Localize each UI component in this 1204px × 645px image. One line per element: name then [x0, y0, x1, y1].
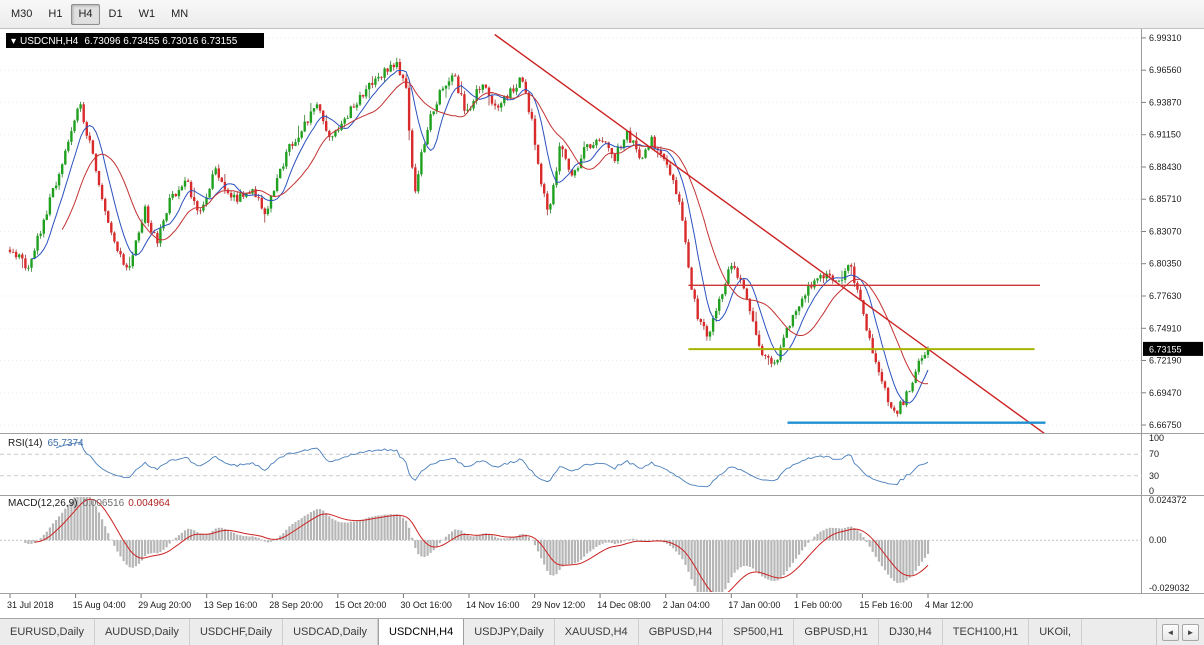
- tabs-nav: ◄ ►: [1156, 619, 1204, 645]
- rsi-line: [55, 442, 929, 488]
- price-axis-label: 6.88430: [1149, 162, 1182, 172]
- macd-axis-label: 0.024372: [1149, 495, 1187, 505]
- macd-main-value: 0.006516: [82, 498, 124, 509]
- chart-title-box: [6, 33, 264, 48]
- time-axis-label: 13 Sep 16:00: [204, 600, 258, 610]
- rsi-value: 65.7374: [47, 438, 84, 449]
- symbol-tab-xauusd-h4[interactable]: XAUUSD,H4: [555, 619, 639, 645]
- macd-signal-line: [34, 498, 929, 592]
- macd-name: MACD(12,26,9): [8, 498, 77, 509]
- rsi-axis-label: 100: [1149, 433, 1164, 443]
- timeframe-button-d1[interactable]: D1: [102, 4, 130, 25]
- time-axis-label: 14 Dec 08:00: [597, 600, 651, 610]
- tabs-scroll-right-button[interactable]: ►: [1182, 623, 1199, 641]
- time-axis-label: 14 Nov 16:00: [466, 600, 520, 610]
- macd-axis-label: -0.029032: [1149, 583, 1190, 593]
- macd-label: MACD(12,26,9) 0.006516 0.004964: [8, 498, 170, 509]
- timeframe-button-mn[interactable]: MN: [164, 4, 195, 25]
- symbol-tab-usdcad-daily[interactable]: USDCAD,Daily: [283, 619, 379, 645]
- current-price-badge: [1143, 341, 1203, 356]
- current-price-text: 6.73155: [1149, 344, 1182, 354]
- price-axis-label: 6.99310: [1149, 33, 1182, 43]
- macd-histogram: [24, 497, 930, 592]
- timeframe-button-w1[interactable]: W1: [132, 4, 163, 25]
- price-axis-label: 6.93870: [1149, 97, 1182, 107]
- price-axis-label: 6.96560: [1149, 65, 1182, 75]
- rsi-name: RSI(14): [8, 438, 42, 449]
- symbol-tab-usdjpy-daily[interactable]: USDJPY,Daily: [464, 619, 555, 645]
- rsi-axis-label: 70: [1149, 449, 1159, 459]
- time-axis-label: 15 Oct 20:00: [335, 600, 387, 610]
- time-axis-label: 4 Mar 12:00: [925, 600, 973, 610]
- symbol-tab-usdcnh-h4[interactable]: USDCNH,H4: [378, 619, 465, 645]
- macd-axis-label: 0.00: [1149, 535, 1167, 545]
- price-axis-label: 6.91150: [1149, 130, 1181, 140]
- price-axis-label: 6.80350: [1149, 259, 1182, 269]
- symbol-tab-dj30-h4[interactable]: DJ30,H4: [879, 619, 943, 645]
- time-axis-label: 15 Aug 04:00: [73, 600, 126, 610]
- symbol-tab-usdchf-daily[interactable]: USDCHF,Daily: [190, 619, 284, 645]
- price-axis-label: 6.66750: [1149, 420, 1182, 430]
- symbol-tab-gbpusd-h4[interactable]: GBPUSD,H4: [639, 619, 724, 645]
- price-axis-label: 6.74910: [1149, 323, 1182, 333]
- time-axis-label: 17 Jan 00:00: [728, 600, 780, 610]
- symbol-tab-eurusd-daily[interactable]: EURUSD,Daily: [0, 619, 95, 645]
- chart-area: 6.99310 6.96560 6.93870 6.91150 6.88430 6.857…: [0, 29, 1204, 618]
- symbol-tab-ukoil[interactable]: UKOil,: [1029, 619, 1082, 645]
- symbol-tab-gbpusd-h1[interactable]: GBPUSD,H1: [794, 619, 879, 645]
- time-axis-label: 29 Nov 12:00: [532, 600, 586, 610]
- symbol-tabs: EURUSD,Daily AUDUSD,Daily USDCHF,Daily USDC…: [0, 619, 1156, 645]
- time-axis-label: 2 Jan 04:00: [663, 600, 710, 610]
- time-axis-label: 28 Sep 20:00: [269, 600, 323, 610]
- symbol-tab-tech100-h1[interactable]: TECH100,H1: [943, 619, 1030, 645]
- chart-title-overlay: ▾ USDCNH,H4 6.73096 6.73455 6.73016 6.7315…: [11, 36, 238, 47]
- descending-trendline[interactable]: [494, 33, 1049, 437]
- tabs-scroll-left-button[interactable]: ◄: [1162, 623, 1179, 641]
- symbol-tab-sp500-h1[interactable]: SP500,H1: [723, 619, 795, 645]
- rsi-axis-label: 0: [1149, 486, 1154, 496]
- time-axis-label: 30 Oct 16:00: [400, 600, 452, 610]
- collapse-icon: ▾: [11, 36, 16, 47]
- chart-ohlc-values: 6.73096 6.73455 6.73016 6.73155: [84, 36, 237, 47]
- price-axis-label: 6.77630: [1149, 291, 1182, 301]
- price-axis-label: 6.83070: [1149, 227, 1182, 237]
- timeframe-toolbar: M30 H1 H4 D1 W1 MN: [0, 0, 1204, 29]
- rsi-axis-label: 30: [1149, 471, 1159, 481]
- macd-signal-value: 0.004964: [128, 498, 170, 509]
- ma-slow-line: [61, 81, 929, 385]
- time-axis-label: 1 Feb 00:00: [794, 600, 842, 610]
- chart-canvas[interactable]: 6.99310 6.96560 6.93870 6.91150 6.88430 6.857…: [0, 29, 1204, 618]
- timeframe-button-h4[interactable]: H4: [71, 3, 100, 25]
- chart-symbol-period: USDCNH,H4: [20, 36, 79, 47]
- time-axis-label: 15 Feb 16:00: [859, 600, 912, 610]
- timeframe-button-h1[interactable]: H1: [41, 4, 69, 25]
- time-axis-label: 31 Jul 2018: [7, 600, 54, 610]
- price-axis-label: 6.85710: [1149, 194, 1182, 204]
- price-axis-label: 6.72190: [1149, 356, 1182, 366]
- price-axis-label: 6.69470: [1149, 388, 1182, 398]
- symbol-tabs-bar: EURUSD,Daily AUDUSD,Daily USDCHF,Daily USDC…: [0, 618, 1204, 645]
- timeframe-button-m30[interactable]: M30: [4, 4, 39, 25]
- time-axis-label: 29 Aug 20:00: [138, 600, 191, 610]
- rsi-label: RSI(14) 65.7374: [8, 438, 84, 449]
- ma-fast-line: [31, 69, 929, 404]
- symbol-tab-audusd-daily[interactable]: AUDUSD,Daily: [95, 619, 190, 645]
